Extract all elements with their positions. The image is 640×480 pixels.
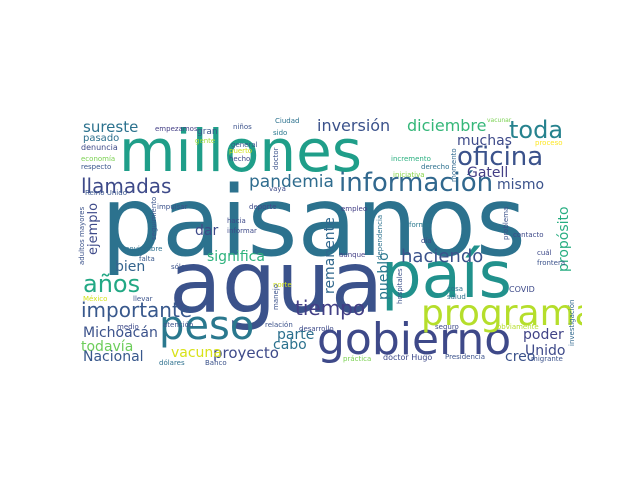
word: país — [381, 239, 512, 313]
word: significa — [207, 249, 265, 265]
word: tiempo — [295, 296, 366, 320]
word: hospitales — [396, 268, 404, 304]
word: proceso — [535, 139, 563, 147]
word: problema — [502, 206, 510, 240]
word: información — [339, 168, 494, 198]
word: creo — [505, 349, 536, 365]
word: noviembre — [125, 245, 163, 253]
word: Banco — [205, 359, 227, 367]
word: México — [83, 295, 108, 303]
word: doctor — [272, 147, 280, 170]
word: forma — [409, 221, 430, 229]
word: pandemia — [249, 172, 334, 192]
word: bien — [115, 259, 146, 275]
word: denuncia — [81, 143, 118, 152]
word: contacto — [513, 231, 544, 239]
word: muchas — [457, 133, 512, 149]
word: parte — [277, 327, 315, 343]
word: sólo — [171, 263, 186, 271]
word: llevar — [133, 295, 153, 303]
word: iniciativa — [393, 171, 425, 179]
word: remanente — [322, 217, 338, 294]
word: norte — [273, 281, 292, 289]
word: migrante — [531, 355, 563, 363]
word: sido — [273, 129, 288, 137]
word: falta — [139, 255, 155, 263]
word: Presidencia — [445, 353, 485, 361]
word: Reino Unido — [85, 189, 127, 197]
word: dar — [195, 223, 219, 239]
word: derecho — [421, 163, 450, 171]
word: deporte — [249, 203, 277, 211]
word: gobierno — [317, 314, 512, 365]
word: medio — [117, 323, 139, 331]
word: peso — [159, 303, 255, 349]
word: relación — [265, 321, 293, 329]
word: Unido — [525, 343, 566, 359]
word: seguimiento — [150, 196, 158, 240]
word: doctor Hugo — [383, 353, 433, 362]
word: años — [83, 270, 141, 298]
word: inversión — [317, 116, 391, 135]
word: proyecto — [213, 344, 279, 362]
word: empezamos — [155, 125, 198, 133]
word: atención — [163, 321, 194, 329]
word: millones — [119, 117, 362, 185]
word: impulsar — [157, 203, 188, 211]
word: Ciudad — [275, 117, 300, 125]
word: pasado — [83, 133, 120, 144]
word: Michoacán — [83, 325, 158, 341]
word: Gatell — [467, 165, 509, 181]
word: dólares — [159, 359, 185, 367]
word: respecto — [81, 163, 112, 171]
word: niños — [233, 123, 252, 131]
word: gente — [195, 137, 216, 145]
word: hacia — [227, 217, 246, 225]
word: informar — [227, 227, 257, 235]
word: cabo — [273, 337, 307, 353]
word: mismo — [497, 177, 545, 193]
word: general — [231, 141, 258, 149]
word: haciendo — [401, 246, 484, 267]
word: cosa — [447, 285, 464, 293]
word: vacuna — [171, 345, 222, 361]
word: vaya — [269, 185, 286, 193]
word: COVID — [509, 285, 535, 294]
word: ejemplo — [86, 202, 101, 255]
word: salud — [447, 293, 466, 301]
word: importante — [81, 298, 193, 322]
word: empleo — [341, 205, 368, 213]
word: paisanos — [101, 166, 526, 278]
word: puerto — [229, 147, 253, 155]
word: frontera — [537, 259, 566, 267]
word: manejo — [272, 283, 280, 310]
word: poder — [523, 327, 564, 343]
word: gran — [197, 127, 218, 137]
word: Nacional — [83, 349, 144, 365]
word: día — [421, 237, 432, 245]
word: economía — [81, 155, 116, 163]
word: diciembre — [407, 116, 487, 135]
word: práctica — [343, 355, 372, 363]
word: cuál — [537, 249, 552, 257]
word: obviamente — [497, 323, 539, 331]
word: aunque — [339, 251, 366, 259]
word: oficina — [457, 142, 544, 172]
word: vacunar — [487, 117, 512, 124]
word: momento — [450, 148, 458, 182]
word: agua — [169, 233, 384, 333]
word: programa — [421, 293, 582, 334]
word: llamadas — [81, 174, 172, 198]
word-cloud: paisanos millones agua país gobierno pes… — [77, 110, 582, 368]
word: sureste — [83, 118, 139, 136]
word: todavía — [81, 339, 134, 355]
word: investigación — [568, 299, 576, 346]
word: adultos mayores — [78, 206, 86, 265]
word: toda — [509, 116, 564, 144]
word: incremento — [391, 155, 431, 163]
word: desarrollo — [299, 325, 334, 333]
word: hecho — [229, 155, 251, 163]
word: seguro — [435, 323, 459, 331]
word: dependencia — [376, 214, 384, 260]
